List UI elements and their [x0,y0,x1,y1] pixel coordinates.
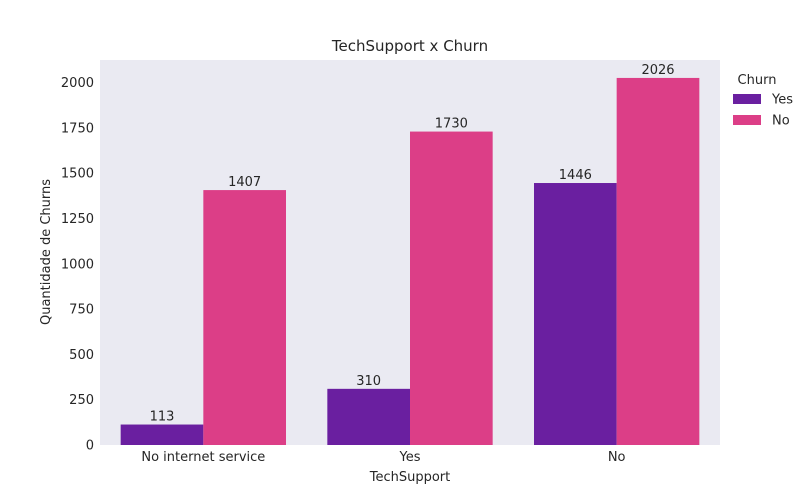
bar [616,77,700,446]
bar-value-label: 1730 [435,117,468,132]
bar-value-label: 1446 [559,168,592,183]
bars-group [120,77,700,446]
data-labels-group: 113 1407 310 1730 1446 2026 [150,63,675,425]
bar-value-label: 113 [150,410,175,425]
legend-swatch [733,94,761,104]
y-axis-label: Quantidade de Churns [39,179,54,325]
legend-swatch [733,115,761,125]
legend: Churn Yes No [733,73,793,129]
bar [327,388,410,445]
legend-label: Yes [771,93,793,108]
y-tick-label: 750 [69,303,94,318]
bar-value-label: 310 [356,374,381,389]
x-axis-label: TechSupport [369,470,451,485]
y-tick-label: 1500 [61,167,94,182]
bar [534,183,617,445]
legend-title: Churn [738,73,777,88]
y-axis: 0 250 500 750 1000 1250 1500 1750 2000 [61,76,94,453]
y-tick-label: 250 [69,393,94,408]
chart-title: TechSupport x Churn [331,37,488,55]
x-tick-label: No internet service [141,450,265,465]
y-tick-label: 2000 [61,76,94,91]
x-tick-label: Yes [399,450,421,465]
y-tick-label: 1000 [61,257,94,272]
y-tick-label: 1750 [61,121,94,136]
bar-value-label: 1407 [228,175,261,190]
y-tick-label: 0 [86,439,94,454]
bar [203,190,286,445]
bar [120,424,204,445]
legend-label: No [772,114,790,129]
y-tick-label: 500 [69,348,94,363]
x-tick-label: No [608,450,626,465]
y-tick-label: 1250 [61,212,94,227]
bar [410,131,493,446]
bar-value-label: 2026 [641,63,674,78]
x-axis: No internet service Yes No [141,450,625,465]
